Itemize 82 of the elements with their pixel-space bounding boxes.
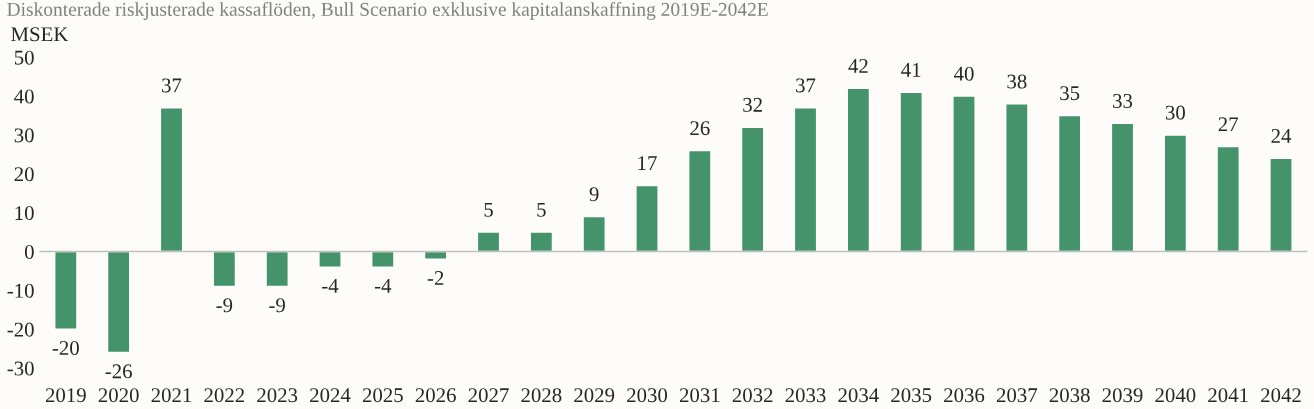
x-tick-label: 2021 — [151, 388, 192, 403]
data-label: -4 — [322, 278, 339, 293]
bar — [688, 149, 712, 253]
y-tick-label: 30 — [14, 128, 34, 143]
bar — [1110, 122, 1135, 253]
y-tick-label: -30 — [7, 361, 34, 376]
data-label: 38 — [1007, 74, 1027, 89]
x-tick-label: 2035 — [891, 388, 932, 403]
data-label: -9 — [216, 298, 233, 313]
data-label: -26 — [105, 364, 132, 379]
y-tick-label: -10 — [7, 283, 34, 298]
bar — [54, 250, 78, 330]
data-label: -2 — [427, 271, 444, 285]
x-tick-label: 2032 — [732, 388, 773, 403]
x-tick-label: 2038 — [1049, 388, 1090, 403]
x-tick-label: 2034 — [838, 388, 879, 403]
x-tick-label: 2022 — [204, 388, 245, 403]
bar — [1216, 145, 1240, 253]
x-tick-label: 2041 — [1208, 388, 1248, 403]
bar — [529, 231, 554, 253]
bar — [371, 250, 395, 268]
data-label: 33 — [1113, 93, 1133, 108]
x-tick-label: 2031 — [679, 388, 720, 403]
data-label: 26 — [690, 121, 710, 136]
data-label: 5 — [484, 202, 493, 217]
data-label: 40 — [954, 66, 974, 81]
bar — [1057, 114, 1082, 253]
x-tick-label: 2020 — [98, 388, 139, 403]
data-label: 35 — [1060, 86, 1080, 101]
y-tick-label: 0 — [24, 244, 34, 259]
bar — [582, 215, 606, 253]
x-tick-label: 2037 — [996, 388, 1038, 403]
bar — [846, 87, 871, 253]
x-tick-label: 2023 — [257, 388, 298, 403]
bar — [1005, 103, 1029, 253]
y-tick-label: 40 — [14, 89, 34, 104]
data-label: 17 — [638, 156, 657, 170]
data-label: 37 — [162, 78, 182, 93]
data-label: 5 — [537, 202, 546, 217]
data-label: 30 — [1165, 105, 1185, 120]
data-label: 32 — [743, 97, 762, 112]
bar — [1163, 134, 1188, 253]
data-label: -4 — [374, 278, 392, 293]
bar — [899, 91, 923, 253]
bar — [952, 95, 976, 253]
bar — [793, 107, 818, 253]
data-label: 9 — [589, 187, 599, 202]
bar — [265, 250, 289, 288]
x-tick-label: 2033 — [785, 388, 826, 403]
x-tick-label: 2025 — [362, 388, 403, 403]
bar — [212, 250, 237, 288]
data-label: 24 — [1271, 128, 1292, 143]
bar — [476, 231, 501, 253]
bar — [1269, 157, 1293, 253]
data-label: -20 — [52, 340, 79, 356]
x-tick-label: 2036 — [944, 388, 985, 403]
x-tick-label: 2040 — [1155, 388, 1196, 403]
x-tick-label: 2030 — [627, 388, 668, 403]
data-label: 27 — [1218, 117, 1238, 132]
bar — [635, 184, 659, 253]
data-label: 41 — [901, 62, 921, 77]
y-axis-title: MSEK — [11, 27, 69, 42]
y-tick-label: 10 — [15, 206, 34, 221]
x-tick-label: 2042 — [1261, 388, 1301, 403]
x-tick-label: 2029 — [574, 388, 615, 403]
data-label: 37 — [796, 78, 816, 93]
bar — [106, 250, 131, 354]
bar — [740, 126, 765, 253]
x-tick-label: 2039 — [1102, 388, 1143, 403]
x-tick-label: 2026 — [415, 388, 456, 403]
x-tick-label: 2019 — [45, 388, 86, 403]
x-tick-label: 2024 — [310, 388, 351, 403]
chart-title: Diskonterade riskjusterade kassaflöden, Bull Scenario exklusive kapitalanskaffning 2019E-2042E — [7, 2, 768, 20]
data-label: 42 — [848, 59, 868, 73]
bar — [159, 107, 184, 253]
data-label: -9 — [269, 298, 285, 313]
y-tick-label: 20 — [14, 167, 34, 182]
x-tick-label: 2027 — [468, 388, 509, 403]
x-tick-label: 2028 — [521, 388, 562, 403]
y-tick-label: -20 — [7, 322, 34, 337]
y-tick-label: 50 — [14, 50, 34, 65]
bar — [318, 250, 342, 268]
